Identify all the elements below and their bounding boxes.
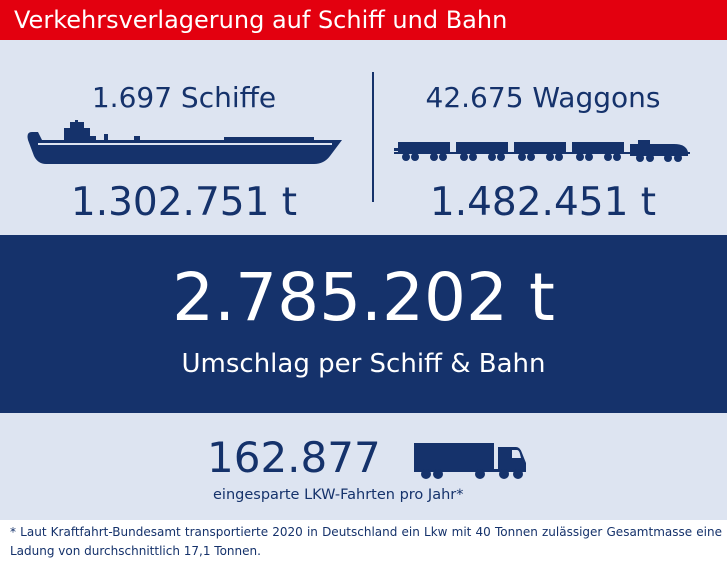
footnote: * Laut Kraftfahrt-Bundesamt transportier… (10, 525, 722, 558)
truck-icon (414, 443, 526, 479)
saved-truck-trips-value: 162.877 (207, 433, 381, 482)
saved-truck-trips-label: eingesparte LKW-Fahrten pro Jahr* (213, 487, 464, 503)
page-title: Verkehrsverlagerung auf Schiff und Bahn (14, 6, 508, 34)
ship-tonnage: 1.302.751 t (70, 180, 298, 225)
ship-icon (27, 120, 342, 164)
train-icon (394, 140, 690, 162)
ship-count-label: 1.697 Schiffe (91, 81, 277, 114)
total-band: 2.785.202 t Umschlag per Schiff & Bahn (0, 235, 727, 413)
header-bar: Verkehrsverlagerung auf Schiff und Bahn (0, 0, 727, 40)
total-tonnage: 2.785.202 t (172, 259, 555, 336)
column-divider (372, 72, 374, 202)
rail-tonnage: 1.482.451 t (429, 180, 657, 225)
transport-stats-panel: 1.697 Schiffe 1.302.751 t 42.675 Waggons (0, 40, 727, 235)
rail-count-label: 42.675 Waggons (425, 81, 661, 114)
total-label: Umschlag per Schiff & Bahn (181, 349, 546, 379)
truck-savings-panel: 162.877 eingesparte LKW-Fahrten pro Jahr… (0, 413, 727, 520)
